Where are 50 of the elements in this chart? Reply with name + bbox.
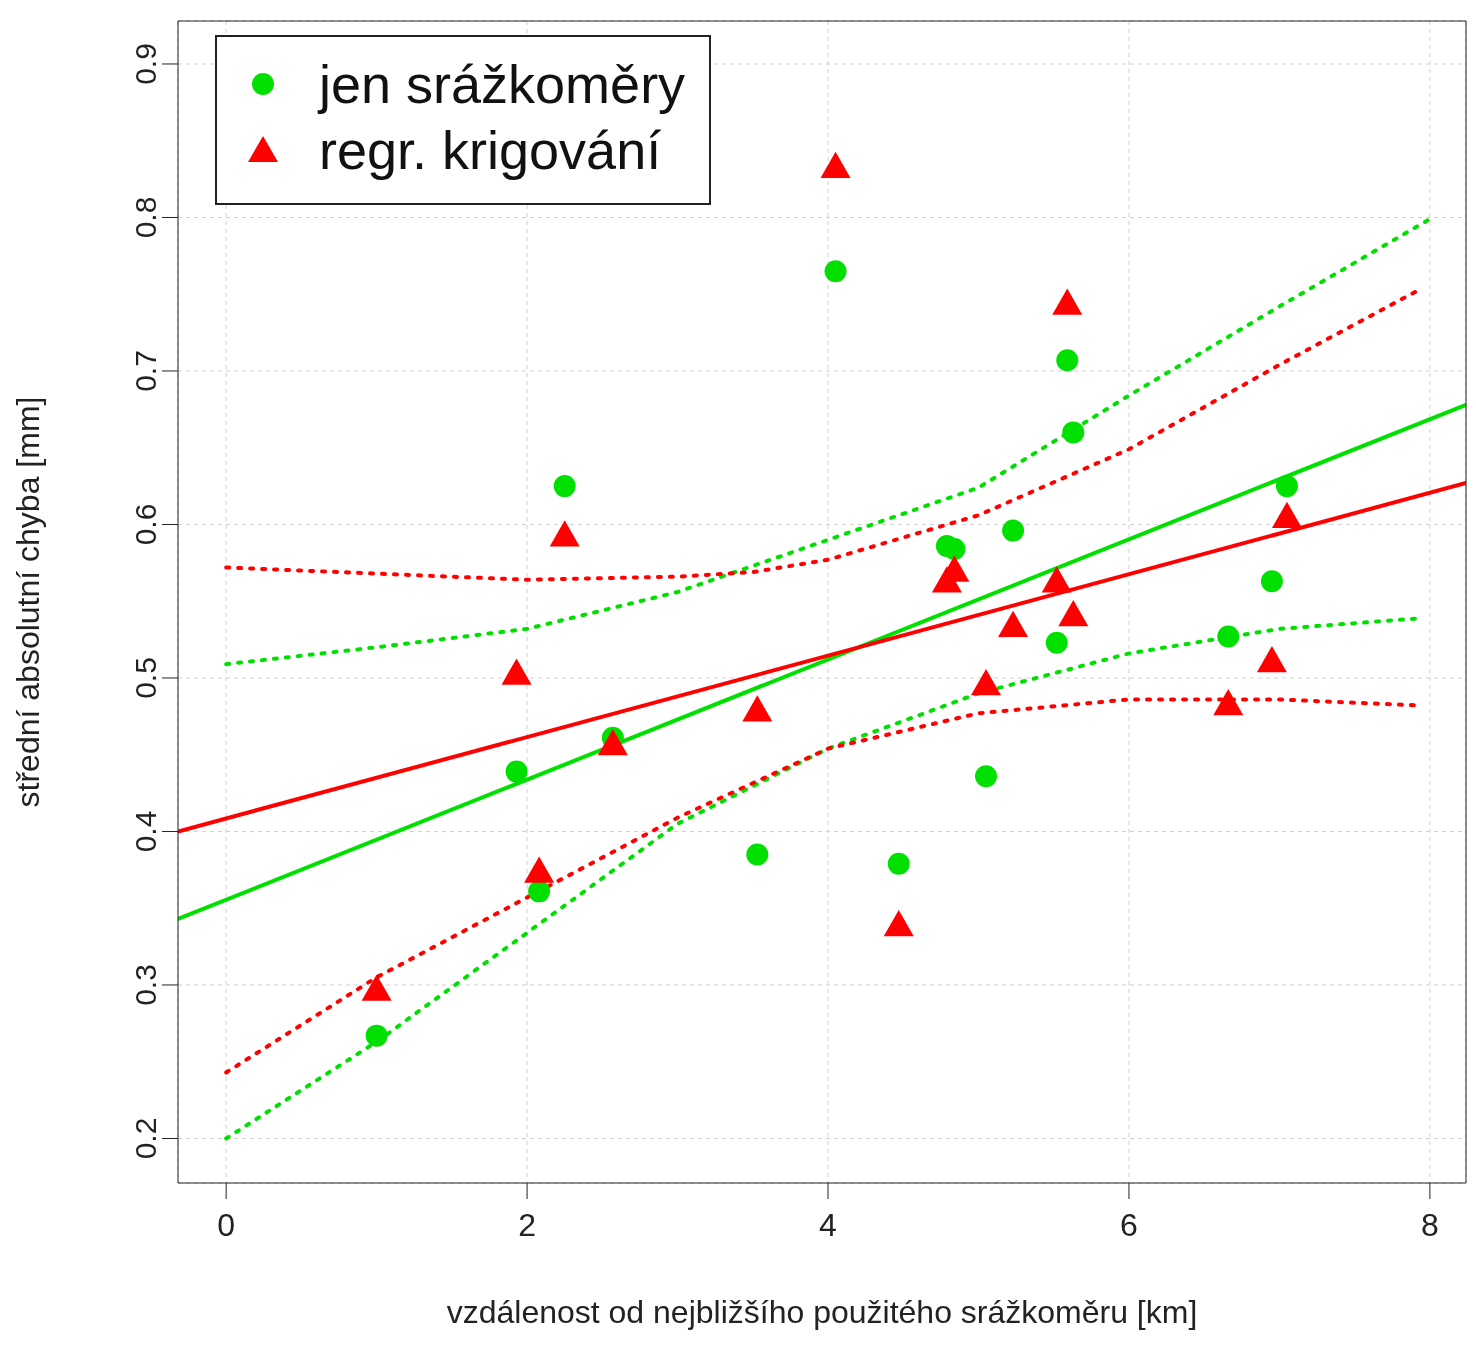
- point: [975, 765, 998, 788]
- y-tick-label: 0.2: [129, 1117, 162, 1160]
- y-tick-label: 0.5: [129, 657, 162, 699]
- point: [824, 260, 847, 283]
- legend-label: jen srážkoměry: [319, 53, 686, 115]
- y-tick-label: 0.7: [129, 350, 162, 392]
- y-tick-label: 0.6: [129, 503, 162, 546]
- point: [528, 880, 551, 903]
- point: [883, 910, 914, 937]
- point: [1056, 349, 1079, 372]
- point: [746, 843, 769, 866]
- y-tick-label: 0.3: [129, 964, 162, 1006]
- x-tick-label: 6: [1120, 1206, 1138, 1243]
- x-tick-label: 0: [217, 1206, 236, 1243]
- x-tick-label: 4: [819, 1206, 837, 1243]
- point: [1260, 570, 1283, 593]
- point: [943, 538, 966, 561]
- legend-label: regr. krigování: [319, 119, 662, 181]
- point: [1002, 519, 1025, 542]
- point: [524, 856, 555, 883]
- point: [1217, 625, 1240, 648]
- y-axis-title: střední absolutní chyba [mm]: [10, 396, 47, 808]
- point: [501, 658, 532, 685]
- x-axis-title: vzdálenost od nejbližšího použitého srážkoměru [km]: [446, 1294, 1198, 1330]
- point: [742, 695, 773, 722]
- point: [505, 760, 528, 783]
- point: [549, 520, 580, 547]
- point: [361, 974, 392, 1001]
- y-tick-label: 0.9: [129, 43, 162, 85]
- point: [1052, 288, 1083, 315]
- point: [1275, 475, 1298, 498]
- x-tick-label: 2: [518, 1206, 536, 1243]
- point: [1058, 600, 1089, 627]
- point: [597, 728, 628, 756]
- x-tick-label: 8: [1420, 1206, 1439, 1243]
- point: [1041, 566, 1072, 593]
- point: [820, 151, 851, 179]
- line-series: [224, 217, 1432, 667]
- point: [1062, 421, 1085, 444]
- y-tick-label: 0.8: [129, 196, 162, 239]
- point: [887, 852, 910, 875]
- point: [971, 669, 1002, 696]
- point: [365, 1024, 388, 1047]
- y-tick-label: 0.4: [129, 810, 162, 853]
- point: [1271, 501, 1302, 529]
- point: [1213, 689, 1244, 716]
- point: [553, 475, 576, 498]
- point: [998, 610, 1029, 638]
- point: [1256, 646, 1287, 673]
- point: [1045, 631, 1068, 654]
